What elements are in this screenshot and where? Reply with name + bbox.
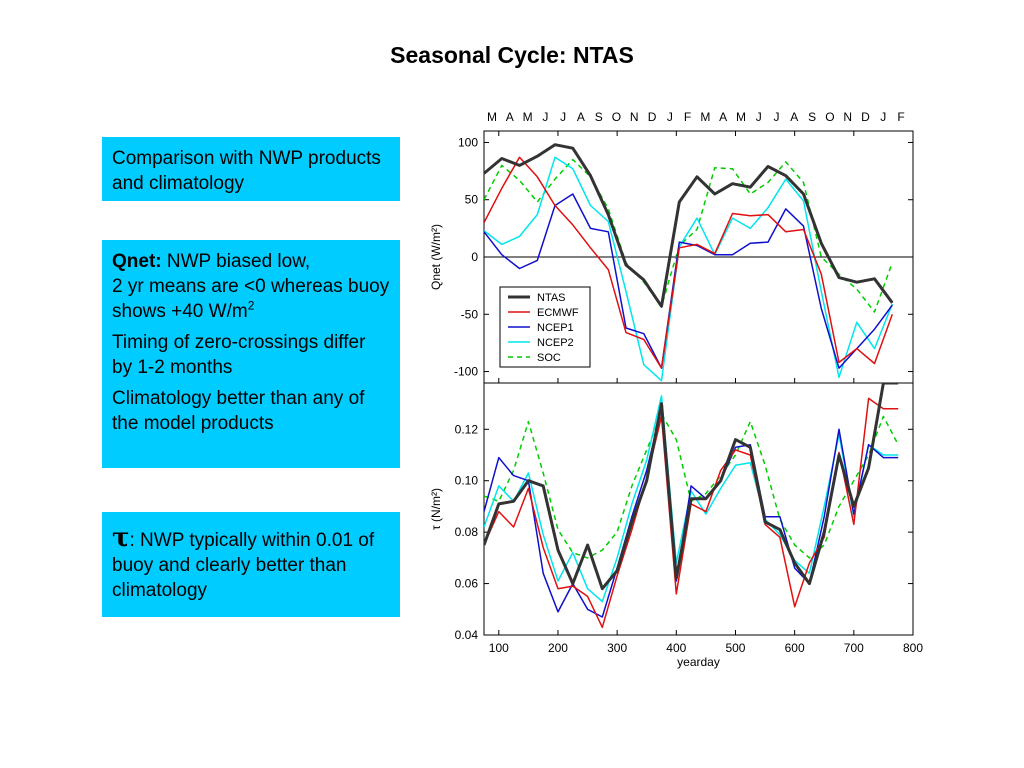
x-tick-label: 400 xyxy=(666,641,686,655)
series-ncep2-tau xyxy=(484,395,899,603)
y-tick-label: 0.04 xyxy=(455,628,479,642)
x-tick-label: 800 xyxy=(903,641,923,655)
series-ntas-tau xyxy=(484,383,899,591)
y-tick-label: 0.06 xyxy=(455,577,479,591)
y-axis-label: τ (N/m²) xyxy=(429,488,443,530)
month-label: J xyxy=(542,110,548,124)
x-axis-label: yearday xyxy=(677,655,720,669)
month-label: J xyxy=(756,110,762,124)
legend-label-ecmwf: ECMWF xyxy=(537,307,579,319)
legend-label-ncep1: NCEP1 xyxy=(537,322,574,334)
tau-text: : NWP typically within 0.01 of buoy and … xyxy=(112,530,375,601)
qnet-box: Qnet: NWP biased low, 2 yr means are <0 w… xyxy=(102,240,400,468)
month-label: M xyxy=(736,110,746,124)
qnet-line2: 2 yr means are <0 whereas buoy shows +40… xyxy=(112,276,390,322)
month-label: J xyxy=(667,110,673,124)
month-label: M xyxy=(700,110,710,124)
series-ncep2-qnet xyxy=(484,156,893,382)
y-tick-label: -100 xyxy=(454,365,478,379)
legend-label-ncep2: NCEP2 xyxy=(537,337,574,349)
series-ncep1-tau xyxy=(484,407,899,618)
y-tick-label: 0.10 xyxy=(455,474,479,488)
legend-label-soc: SOC xyxy=(537,352,561,364)
tau-symbol: τ xyxy=(112,523,130,553)
qnet-superscript: 2 xyxy=(247,298,255,313)
y-axis-label: Qnet (W/m²) xyxy=(429,224,443,290)
qnet-label: Qnet: xyxy=(112,251,162,272)
x-tick-label: 600 xyxy=(785,641,805,655)
x-tick-label: 500 xyxy=(725,641,745,655)
month-label: N xyxy=(630,110,639,124)
month-label: M xyxy=(487,110,497,124)
y-tick-label: -50 xyxy=(461,307,479,321)
month-label: S xyxy=(808,110,816,124)
legend-label-ntas: NTAS xyxy=(537,292,566,304)
month-label: N xyxy=(843,110,852,124)
month-label: F xyxy=(684,110,691,124)
series-soc-qnet xyxy=(484,158,894,313)
series-ntas-qnet xyxy=(484,143,894,308)
timing-paragraph: Timing of zero-crossings differ by 1-2 m… xyxy=(112,332,366,378)
comparison-box: Comparison with NWP products and climato… xyxy=(102,137,400,201)
qnet-paragraph: Qnet: NWP biased low, 2 yr means are <0 w… xyxy=(112,249,390,324)
month-label: J xyxy=(560,110,566,124)
month-label: D xyxy=(648,110,657,124)
tau-box: τ: NWP typically within 0.01 of buoy and… xyxy=(102,512,400,617)
month-label: J xyxy=(880,110,886,124)
month-label: D xyxy=(861,110,870,124)
month-label: J xyxy=(774,110,780,124)
series-ncep1-qnet xyxy=(484,193,893,369)
month-label: A xyxy=(577,110,585,124)
month-label: A xyxy=(719,110,727,124)
month-label: F xyxy=(897,110,904,124)
climatology-paragraph: Climatology better than any of the model… xyxy=(112,388,365,434)
month-label: S xyxy=(595,110,603,124)
month-label: O xyxy=(612,110,621,124)
y-tick-label: 0.12 xyxy=(455,422,479,436)
y-tick-label: 0.08 xyxy=(455,525,479,539)
month-label: M xyxy=(523,110,533,124)
qnet-line1: NWP biased low, xyxy=(161,251,311,272)
month-label: A xyxy=(506,110,514,124)
month-label: A xyxy=(790,110,798,124)
tau-paragraph: τ: NWP typically within 0.01 of buoy and… xyxy=(112,523,390,603)
x-tick-label: 100 xyxy=(489,641,509,655)
x-tick-label: 200 xyxy=(548,641,568,655)
comparison-text: Comparison with NWP products and climato… xyxy=(112,148,381,194)
x-tick-label: 700 xyxy=(844,641,864,655)
x-tick-label: 300 xyxy=(607,641,627,655)
y-tick-label: 50 xyxy=(465,193,479,207)
series-ecmwf-qnet xyxy=(484,156,894,369)
month-label: O xyxy=(825,110,834,124)
y-tick-label: 100 xyxy=(458,135,478,149)
slide-title: Seasonal Cycle: NTAS xyxy=(390,42,634,68)
y-tick-label: 0 xyxy=(471,250,478,264)
